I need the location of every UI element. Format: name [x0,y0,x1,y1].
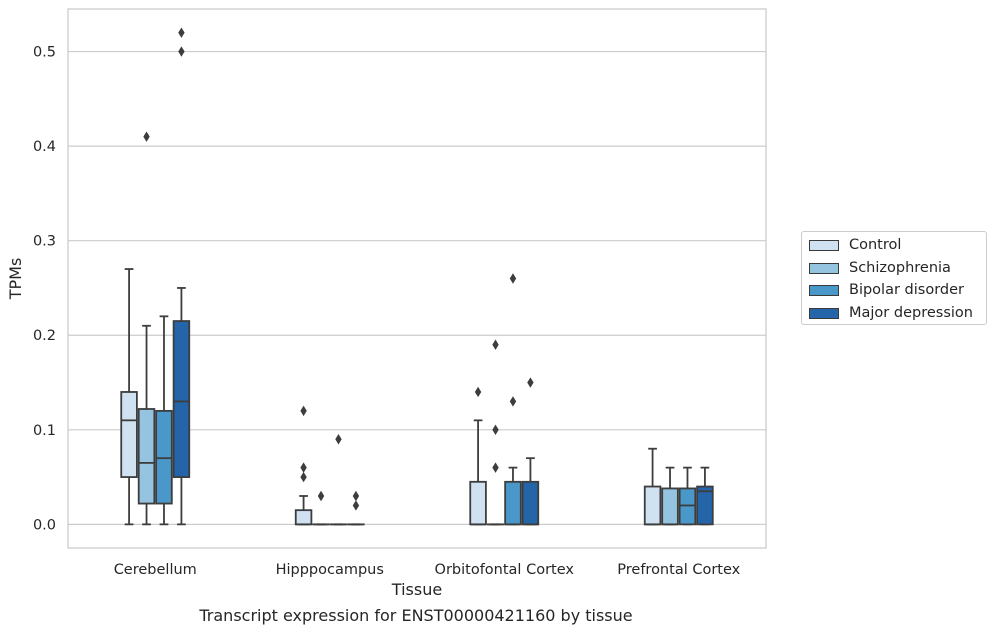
x-axis-ticks: Cerebellum Hipppocampus Orbitofontal Corte… [114,562,741,578]
series-bipolar-disorder [156,273,695,524]
legend-swatch-bipolar-disorder [809,285,839,296]
box-iqr [156,411,172,504]
y-tick-label: 0.0 [33,517,56,533]
outlier-marker [527,377,533,387]
box-cerebellum [139,131,155,524]
box-iqr [139,409,155,504]
outlier-marker [300,406,306,416]
box-iqr [680,488,696,524]
legend: Control Schizophrenia Bipolar disorder M… [801,231,987,325]
outlier-marker [492,339,498,349]
series-control [121,269,660,524]
x-tick-label: Prefrontal Cortex [617,562,740,578]
box-iqr [697,487,713,525]
y-tick-label: 0.5 [33,45,56,61]
box-hipppocampus [313,491,329,525]
box-hipppocampus [348,491,364,525]
box-prefrontal-cortex [662,468,678,525]
box-prefrontal-cortex [697,468,713,525]
outlier-marker [143,131,149,141]
outlier-marker [492,462,498,472]
box-hipppocampus [331,434,347,524]
legend-swatch-schizophrenia [809,263,839,274]
outlier-marker [475,387,481,397]
legend-item-control: Control [809,236,901,254]
outlier-marker [353,500,359,510]
plot-frame [68,9,766,548]
outlier-marker [300,472,306,482]
box-prefrontal-cortex [680,468,696,525]
series-schizophrenia [139,131,678,524]
x-tick-label: Orbitofontal Cortex [435,562,575,578]
legend-label-schizophrenia: Schizophrenia [849,260,951,276]
box-orbitofontal-cortex [523,377,539,524]
box-orbitofontal-cortex [488,339,504,524]
box-iqr [470,482,486,525]
legend-label-control: Control [849,237,901,253]
outlier-marker [178,46,184,56]
legend-item-schizophrenia: Schizophrenia [809,259,951,277]
y-tick-label: 0.4 [33,139,56,155]
box-series [121,27,713,524]
legend-item-major-depression: Major depression [809,304,973,322]
box-hipppocampus [296,406,312,525]
chart-caption: Transcript expression for ENST0000042116… [0,606,832,625]
box-orbitofontal-cortex [505,273,521,524]
legend-item-bipolar-disorder: Bipolar disorder [809,281,964,299]
x-tick-label: Hipppocampus [276,562,384,578]
box-iqr [505,482,521,525]
box-cerebellum [156,316,172,524]
y-axis-label: TPMs [6,258,25,301]
box-iqr [523,482,539,525]
outlier-marker [510,396,516,406]
outlier-marker [353,491,359,501]
series-major-depression [174,27,713,524]
outlier-marker [510,273,516,283]
y-tick-label: 0.1 [33,423,56,439]
y-tick-label: 0.2 [33,328,56,344]
grid-lines [68,52,766,525]
legend-swatch-major-depression [809,308,839,319]
x-axis-label: Tissue [391,580,442,599]
y-axis-ticks: 0.0 0.1 0.2 0.3 0.4 0.5 [33,45,56,534]
y-tick-label: 0.3 [33,234,56,250]
outlier-marker [335,434,341,444]
outlier-marker [178,27,184,37]
outlier-marker [300,462,306,472]
legend-label-major-depression: Major depression [849,305,973,321]
box-cerebellum [121,269,137,524]
legend-label-bipolar-disorder: Bipolar disorder [849,282,964,298]
box-iqr [296,510,312,524]
legend-swatch-control [809,240,839,251]
box-iqr [121,392,137,477]
box-orbitofontal-cortex [470,387,486,525]
box-cerebellum [174,27,190,524]
box-iqr [174,321,190,477]
outlier-marker [492,425,498,435]
box-prefrontal-cortex [645,449,661,525]
box-iqr [645,487,661,525]
x-tick-label: Cerebellum [114,562,197,578]
box-iqr [662,488,678,524]
outlier-marker [318,491,324,501]
